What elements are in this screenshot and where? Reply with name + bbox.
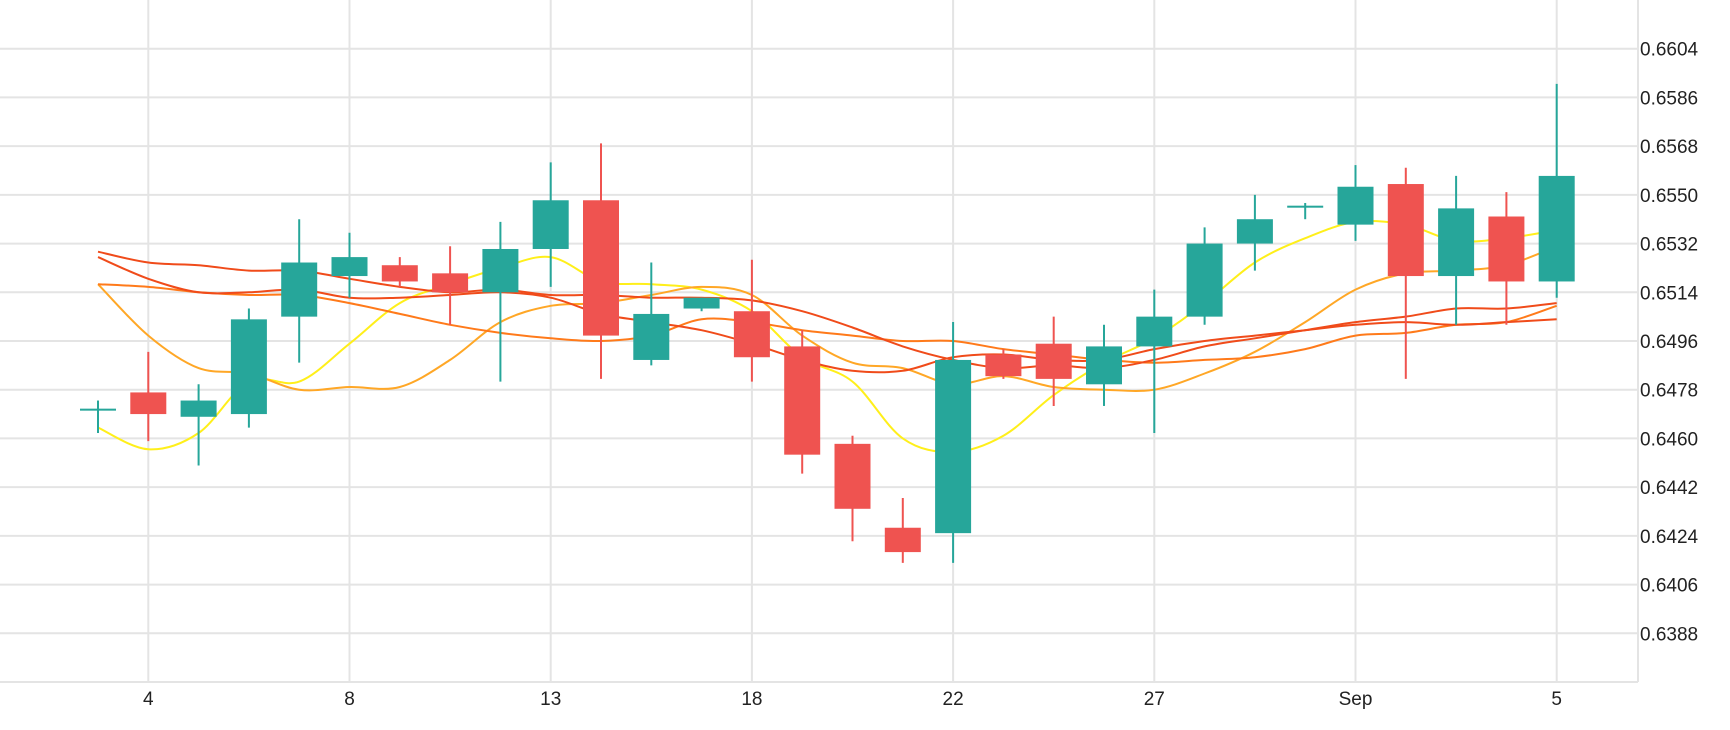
candle bbox=[482, 221, 519, 382]
candle bbox=[180, 384, 217, 466]
candle-body bbox=[1387, 184, 1424, 277]
candle-body bbox=[583, 200, 619, 336]
candle bbox=[633, 262, 670, 366]
x-tick-label: 5 bbox=[1551, 689, 1562, 710]
candle-body bbox=[1236, 219, 1273, 244]
y-tick-label: 0.6532 bbox=[1640, 235, 1698, 256]
moving-average-lines bbox=[97, 219, 1558, 454]
candle bbox=[1086, 324, 1122, 406]
candle bbox=[532, 162, 569, 287]
moving-average-line-5 bbox=[97, 250, 1557, 370]
axes: 0.6604 0.6586 0.6568 0.6550 0.6532 0.6514 0.64… bbox=[143, 40, 1699, 710]
candle bbox=[834, 435, 871, 542]
candle-body bbox=[633, 313, 670, 360]
candle bbox=[1035, 316, 1072, 406]
candle-body bbox=[180, 400, 217, 417]
candle bbox=[230, 308, 267, 428]
candle bbox=[1488, 192, 1525, 325]
y-tick-label: 0.6424 bbox=[1640, 527, 1699, 548]
candle-body bbox=[331, 257, 368, 277]
candle-body bbox=[1538, 175, 1575, 282]
candle-body bbox=[1086, 346, 1122, 385]
candle-body bbox=[281, 262, 318, 317]
candle bbox=[784, 330, 821, 474]
candle bbox=[331, 232, 368, 298]
moving-average-line-3 bbox=[97, 283, 1558, 364]
candle bbox=[1538, 83, 1575, 298]
candle-body bbox=[935, 359, 972, 534]
candle-body bbox=[432, 273, 469, 293]
candle bbox=[1438, 175, 1475, 325]
candle-body bbox=[834, 443, 871, 509]
x-tick-label: 13 bbox=[540, 689, 561, 710]
candle-body bbox=[482, 248, 519, 293]
candle bbox=[935, 322, 972, 563]
candle-body bbox=[381, 265, 418, 282]
y-tick-label: 0.6388 bbox=[1640, 624, 1698, 645]
candle bbox=[130, 351, 167, 442]
moving-average-line-1 bbox=[97, 219, 1557, 454]
y-tick-label: 0.6586 bbox=[1640, 88, 1698, 109]
candle bbox=[1337, 165, 1374, 241]
x-tick-label: 8 bbox=[344, 689, 355, 710]
candle bbox=[1186, 227, 1223, 325]
candle-body bbox=[1136, 316, 1173, 347]
y-tick-label: 0.6406 bbox=[1640, 576, 1698, 597]
y-tick-label: 0.6460 bbox=[1640, 429, 1698, 450]
x-tick-label: 18 bbox=[741, 689, 762, 710]
y-tick-label: 0.6442 bbox=[1640, 478, 1698, 499]
candle bbox=[1136, 289, 1173, 434]
candle-body bbox=[985, 354, 1022, 377]
x-tick-label: 22 bbox=[943, 689, 964, 710]
candle bbox=[281, 219, 318, 363]
candle bbox=[683, 297, 720, 312]
candle-body bbox=[683, 297, 720, 309]
candle-body bbox=[532, 200, 569, 249]
candle bbox=[884, 497, 921, 563]
candle-body bbox=[733, 311, 770, 358]
candle-body bbox=[1488, 216, 1525, 282]
moving-average-line-2 bbox=[97, 245, 1558, 393]
x-tick-label: Sep bbox=[1339, 689, 1373, 710]
candle bbox=[1387, 167, 1424, 379]
candle-body bbox=[884, 527, 921, 553]
candles bbox=[80, 83, 1575, 563]
y-tick-label: 0.6550 bbox=[1640, 186, 1698, 207]
candle-body bbox=[230, 319, 267, 415]
candle-body bbox=[1438, 208, 1475, 277]
candle bbox=[381, 257, 418, 287]
candle bbox=[583, 143, 619, 379]
candle-body bbox=[1287, 205, 1324, 208]
y-tick-label: 0.6604 bbox=[1640, 40, 1699, 61]
candle-body bbox=[130, 392, 167, 415]
candle-body bbox=[1035, 343, 1072, 379]
candle bbox=[733, 259, 770, 382]
y-tick-label: 0.6514 bbox=[1640, 283, 1699, 304]
candle-body bbox=[1337, 186, 1374, 225]
candle bbox=[80, 400, 116, 434]
candle bbox=[432, 246, 469, 325]
candle bbox=[985, 349, 1022, 379]
y-tick-label: 0.6496 bbox=[1640, 332, 1698, 353]
candle bbox=[1236, 194, 1273, 271]
x-tick-label: 27 bbox=[1144, 689, 1165, 710]
candle-body bbox=[80, 408, 116, 411]
x-tick-label: 4 bbox=[143, 689, 154, 710]
y-tick-label: 0.6478 bbox=[1640, 381, 1698, 402]
candle-body bbox=[784, 346, 821, 455]
candle bbox=[1287, 202, 1324, 220]
y-tick-label: 0.6568 bbox=[1640, 137, 1698, 158]
candle-body bbox=[1186, 243, 1223, 317]
